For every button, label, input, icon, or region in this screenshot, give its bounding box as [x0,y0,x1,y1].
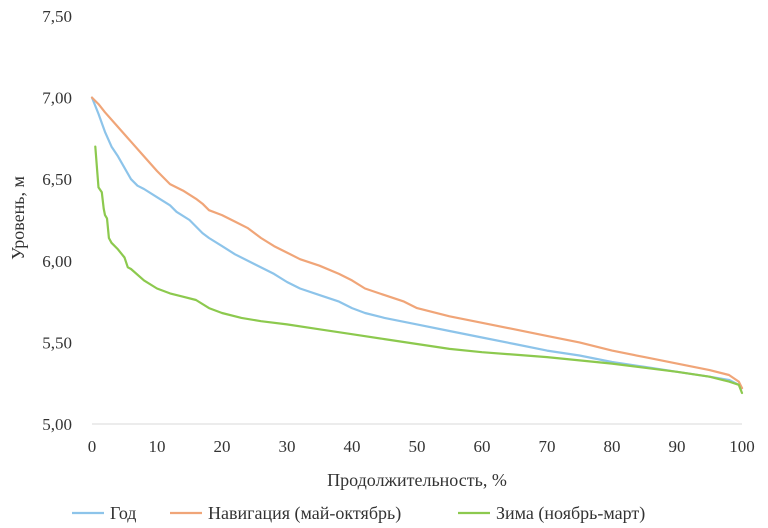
legend-label-2: Навигация (май-октябрь) [208,503,401,524]
legend: Год Навигация (май-октябрь) Зима (ноябрь-м… [72,503,645,524]
series-layer [90,96,744,395]
x-tick-label: 70 [539,437,556,456]
x-tick-label: 20 [214,437,231,456]
y-tick-label: 7,00 [42,89,72,108]
x-tick-label: 90 [669,437,686,456]
y-tick-label: 5,50 [42,333,72,352]
x-tick-label: 50 [409,437,426,456]
x-axis-title: Продолжительность, % [327,470,507,490]
legend-label-1: Год [110,503,136,523]
x-tick-label: 80 [604,437,621,456]
series-line-3 [94,145,744,395]
legend-label-3: Зима (ноябрь-март) [496,503,645,524]
y-tick-label: 5,00 [42,415,72,434]
y-tick-label: 7,50 [42,7,72,26]
x-tick-label: 0 [88,437,97,456]
series-line-2 [90,96,744,390]
x-tick-label: 10 [149,437,166,456]
y-axis-title: Уровень, м [8,176,28,260]
x-tick-label: 30 [279,437,296,456]
y-tick-label: 6,50 [42,170,72,189]
x-tick-label: 100 [729,437,755,456]
x-tick-label: 40 [344,437,361,456]
y-axis-ticks: 5,00 5,50 6,00 6,50 7,00 7,50 [42,7,72,434]
y-tick-label: 6,00 [42,252,72,271]
x-tick-label: 60 [474,437,491,456]
x-axis-ticks: 0 10 20 30 40 50 60 70 80 90 100 [88,437,755,456]
series-line-1 [90,96,744,390]
